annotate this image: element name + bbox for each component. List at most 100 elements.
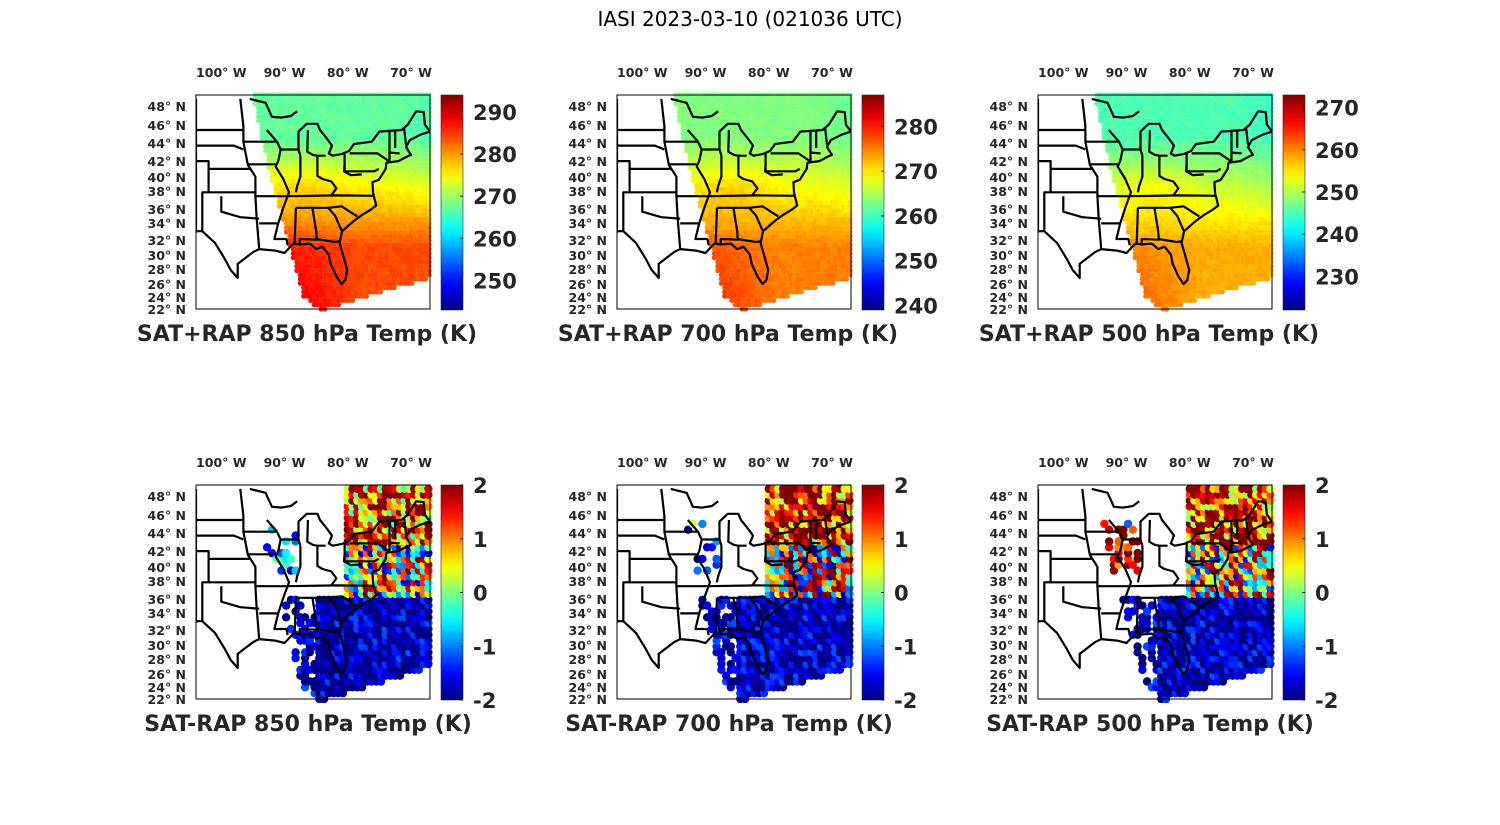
colorbar-tick-label: 250	[473, 269, 517, 293]
state-boundary	[403, 127, 408, 145]
y-tick-label: 24° N	[569, 290, 607, 305]
state-boundary	[327, 207, 343, 231]
x-tick-label: 90° W	[264, 65, 306, 80]
colorbar-tick-label: 260	[473, 227, 517, 251]
panel-title: SAT+RAP 850 hPa Temp (K)	[137, 322, 477, 347]
state-boundary	[737, 155, 759, 197]
state-boundary	[255, 194, 374, 198]
y-tick-label: 48° N	[148, 99, 186, 114]
state-boundary	[810, 151, 821, 155]
state-boundary	[306, 129, 326, 157]
state-boundary	[727, 129, 747, 157]
x-tick-label: 100° W	[617, 65, 668, 80]
x-tick-label: 80° W	[748, 65, 790, 80]
colorbar-tick-label: 270	[894, 160, 938, 184]
y-tick-label: 38° N	[569, 184, 607, 199]
map-panel: 100° W 90° W 80° W 70° W48° N46° N44° N42° …	[979, 65, 1359, 347]
map-panel: 100° W 90° W 80° W 70° W 48° N 46° N 44° N 42° …	[137, 65, 517, 347]
data-point	[349, 297, 356, 303]
y-tick-label: 28° N	[148, 262, 186, 277]
data-point	[377, 289, 383, 295]
state-boundary	[617, 144, 665, 151]
y-tick-label: 48° N	[569, 99, 607, 114]
state-boundary	[715, 155, 723, 193]
state-boundary	[294, 155, 302, 193]
state-boundary	[770, 152, 811, 163]
x-tick-label: 70° W	[390, 65, 432, 80]
y-tick-label: 34° N	[569, 216, 607, 231]
data-point	[784, 293, 791, 299]
data-point	[844, 276, 850, 282]
y-tick-label: 26° N	[148, 277, 186, 292]
y-tick-label: 28° N	[569, 262, 607, 277]
state-boundary	[265, 129, 291, 246]
colorbar-tick-label: 290	[473, 101, 517, 125]
x-tick-label: 70° W	[811, 65, 853, 80]
y-tick-label: 46° N	[148, 118, 186, 133]
y-tick-label: 40° N	[148, 170, 186, 185]
y-tick-label: 22° N	[569, 302, 607, 317]
colorbar	[861, 94, 885, 311]
y-tick-label: 30° N	[569, 248, 607, 263]
state-boundary	[389, 151, 400, 155]
state-boundary	[686, 129, 712, 246]
map-frame	[616, 94, 852, 310]
state-boundary	[641, 196, 681, 220]
data-point	[409, 280, 415, 286]
state-boundary	[670, 97, 719, 119]
data-point	[336, 302, 342, 308]
y-tick-label: 36° N	[569, 202, 607, 217]
colorbar-tick-label: 280	[894, 115, 938, 139]
colorbar-tick-label: 280	[473, 143, 517, 167]
y-tick-label: 44° N	[148, 136, 186, 151]
colorbar	[440, 94, 464, 311]
data-layer	[1038, 92, 1274, 312]
state-boundary	[342, 164, 362, 177]
y-tick-label: 26° N	[569, 277, 607, 292]
data-point	[830, 280, 836, 286]
data-point	[770, 297, 777, 303]
y-tick-label: 40° N	[569, 170, 607, 185]
y-tick-label: 36° N	[148, 202, 186, 217]
state-boundary	[316, 155, 338, 197]
state-boundary	[297, 110, 431, 157]
y-tick-label: 42° N	[148, 154, 186, 169]
y-tick-label: 30° N	[148, 248, 186, 263]
state-boundary	[201, 130, 431, 286]
colorbar-tick-label: 270	[473, 185, 517, 209]
map-frame	[195, 94, 431, 310]
y-tick-label: 38° N	[148, 184, 186, 199]
state-boundary	[676, 194, 795, 198]
data-point	[363, 293, 369, 299]
state-boundary	[239, 98, 261, 250]
state-boundary	[220, 196, 260, 220]
data-point	[757, 302, 763, 308]
state-boundary	[249, 97, 298, 119]
y-tick-label: 44° N	[569, 136, 607, 151]
y-tick-label: 42° N	[569, 154, 607, 169]
state-boundary	[718, 110, 852, 157]
colorbar-tick-label: 250	[894, 250, 938, 274]
data-point	[798, 289, 805, 295]
y-tick-label: 32° N	[148, 233, 186, 248]
state-boundary	[763, 164, 783, 177]
y-tick-label: 46° N	[569, 118, 607, 133]
x-tick-label: 80° W	[327, 65, 369, 80]
panel-title: SAT+RAP 700 hPa Temp (K)	[558, 322, 898, 347]
state-boundary	[737, 237, 761, 244]
x-tick-label: 100° W	[196, 65, 247, 80]
y-tick-label: 34° N	[148, 216, 186, 231]
state-boundary	[196, 144, 244, 151]
y-tick-label: 24° N	[148, 290, 186, 305]
figure-title: IASI 2023-03-10 (021036 UTC)	[597, 7, 903, 31]
state-boundary	[293, 207, 297, 244]
x-tick-label: 90° W	[685, 65, 727, 80]
state-boundary	[824, 127, 829, 145]
state-boundary	[316, 237, 340, 244]
map-panel: 100° W 90° W 80° W 70° W 48° N 46° N 44° N 42° …	[558, 65, 938, 347]
state-boundary	[660, 98, 682, 250]
data-point	[812, 285, 818, 291]
colorbar-tick-label: 260	[894, 205, 938, 229]
y-tick-label: 22° N	[148, 302, 186, 317]
